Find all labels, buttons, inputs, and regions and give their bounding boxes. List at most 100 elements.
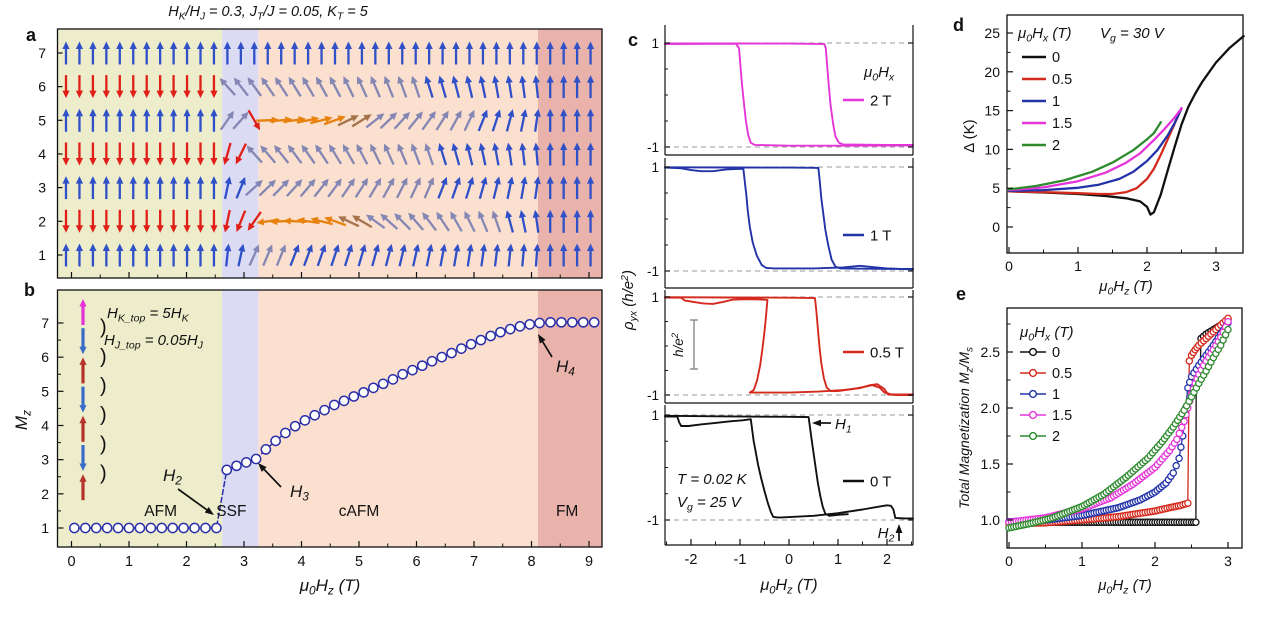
spin-arrow-head (479, 243, 488, 252)
spin-arrow (183, 41, 191, 65)
spin-arrow-head (398, 41, 406, 49)
spin-arrow (170, 243, 178, 267)
spin-arrow-head (210, 41, 218, 49)
spin-arrow (196, 75, 205, 99)
spin-arrow-shaft (521, 147, 526, 166)
spin-arrow (421, 110, 436, 131)
spin-arrow-shaft (425, 248, 432, 267)
spin-arrow (533, 41, 541, 65)
spin-arrow (358, 41, 366, 65)
spin-arrow (365, 113, 385, 129)
spin-arrow-head (546, 243, 554, 251)
spin-arrow (183, 75, 191, 99)
spin-arrow (546, 243, 554, 267)
x-tick-label: 2 (182, 554, 190, 570)
phase-region-ssf (222, 290, 259, 547)
y-tick-label: 0 (992, 219, 1000, 235)
data-point (358, 386, 369, 398)
spin-arrow (116, 108, 124, 132)
x-axis-label: μ0Hz (T) (1097, 577, 1151, 597)
spin-arrow (262, 244, 273, 267)
hysteresis-branch (664, 166, 914, 270)
spin-arrow-head (79, 415, 87, 424)
spin-arrow (156, 108, 164, 132)
spin-arrow (102, 176, 110, 200)
row-label: 4 (38, 146, 46, 162)
spin-arrow (492, 142, 500, 166)
data-point (1169, 469, 1178, 477)
spin-arrow-head (422, 212, 430, 221)
spin-arrow-head (465, 75, 473, 84)
spin-arrow-head (426, 243, 434, 252)
panel-c-hysteresis-stack: 1 -1 2 T 1 -1 1 T 1 -1 0.5 T 1 -1 0 T -2 -1 0 1 2 μ0Hz (T… (619, 25, 914, 597)
data-point (446, 347, 457, 359)
spin-arrow-head (408, 212, 416, 221)
spin-arrow (506, 176, 515, 200)
spin-arrow-head (79, 474, 87, 482)
spin-arrow (435, 110, 449, 131)
data-point (156, 522, 168, 534)
spin-arrow-shaft (480, 80, 487, 99)
spin-arrow-shaft (505, 113, 513, 132)
spin-arrow-head (239, 176, 246, 186)
spin-arrow-head (586, 108, 595, 117)
spin-arrow (410, 143, 421, 166)
spin-arrow (143, 142, 151, 166)
spin-arrow (393, 111, 411, 130)
spin-arrow (143, 108, 151, 132)
spin-arrow (129, 209, 137, 233)
spin-arrow-head (573, 176, 581, 184)
spin-arrow-head (329, 144, 336, 153)
legend-header: μ0Hx (T) (1017, 25, 1071, 45)
spin-arrow-head (156, 243, 164, 251)
spin-arrow (299, 178, 316, 198)
panel-label-d: d (953, 15, 964, 35)
spin-arrow (573, 108, 581, 132)
spin-arrow-head (573, 209, 581, 218)
spin-arrow-head (372, 243, 380, 253)
spin-arrow (560, 108, 568, 132)
spin-arrow (170, 108, 178, 132)
spin-arrow (384, 243, 394, 267)
spin-arrow-head (441, 110, 449, 119)
spin-arrow (505, 75, 513, 99)
spin-arrow (337, 115, 359, 127)
spin-arrow (233, 77, 249, 97)
x-tick-label: 1 (834, 552, 842, 568)
spin-arrow-head (436, 211, 444, 220)
spin-arrow-head (478, 210, 485, 219)
spin-arrow (156, 142, 164, 166)
spin-arrow-shaft (451, 215, 463, 232)
spin-arrow-head (75, 243, 84, 251)
spin-arrow (235, 143, 247, 165)
spin-arrow-head (383, 143, 391, 152)
spin-arrow-shaft (249, 148, 263, 164)
gate-voltage-label: Vg = 30 V (1100, 25, 1166, 45)
x-tick-label: 0 (1005, 553, 1013, 569)
data-point (1177, 443, 1185, 451)
spin-arrow-head (560, 142, 568, 150)
spin-arrow (89, 142, 97, 166)
spin-arrow-head (116, 90, 124, 99)
spin-arrow (398, 41, 406, 65)
spin-arrow (424, 75, 434, 98)
spin-arrow-head (183, 108, 191, 117)
x-tick-label: 7 (470, 554, 478, 570)
spin-arrow-head (413, 243, 421, 252)
spin-arrow (411, 75, 421, 98)
row-label: 1 (38, 247, 46, 263)
spin-arrow (170, 142, 178, 166)
spin-arrow (546, 209, 554, 233)
spin-arrow-head (439, 41, 447, 49)
spin-arrow-shaft (283, 118, 302, 124)
spin-arrow (170, 209, 178, 233)
spin-arrow-head (347, 178, 355, 187)
panel-d-frame (1006, 14, 1244, 254)
spin-arrow-shaft (275, 248, 285, 267)
spin-arrow-shaft (412, 147, 421, 166)
legend-label: 0.5 (1052, 366, 1072, 382)
spin-arrow (573, 75, 581, 99)
spin-arrow-head (196, 158, 205, 166)
spin-arrow-head (260, 145, 268, 154)
annotation-H4: H4 (556, 357, 575, 379)
